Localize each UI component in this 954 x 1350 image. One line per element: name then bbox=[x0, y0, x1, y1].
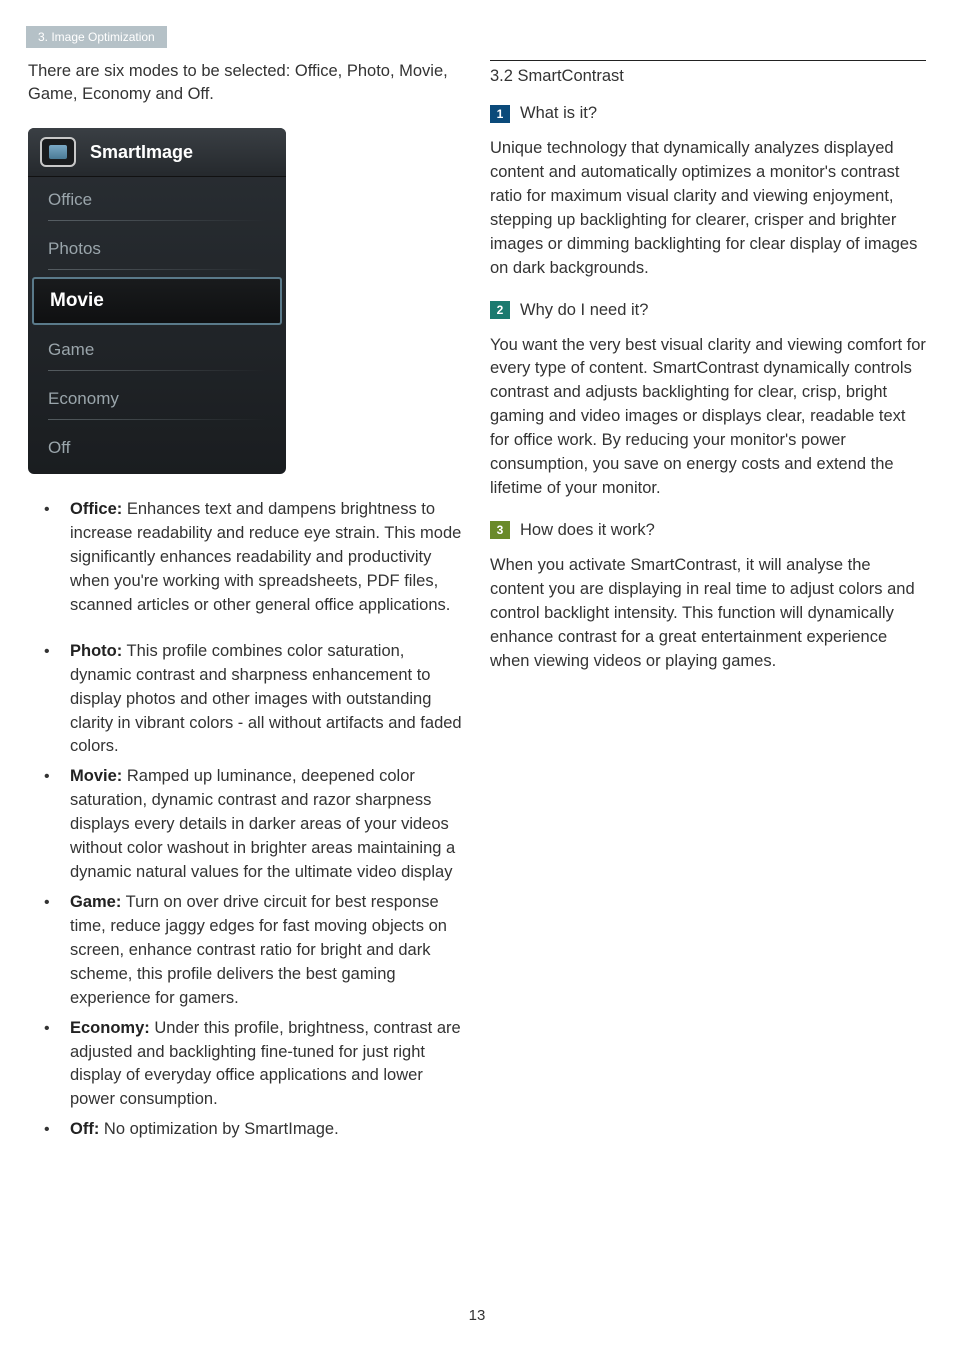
menu-divider bbox=[48, 468, 266, 469]
intro-text: There are six modes to be selected: Offi… bbox=[28, 60, 464, 106]
smartimage-menu: SmartImage Office Photos Movie Game Econ… bbox=[28, 128, 286, 474]
section-rule bbox=[490, 60, 926, 61]
bullet-text: Ramped up luminance, deepened color satu… bbox=[70, 767, 455, 881]
right-column: 3.2 SmartContrast 1 What is it? Unique t… bbox=[484, 60, 926, 1148]
menu-item-movie[interactable]: Movie bbox=[32, 277, 282, 325]
bullet-term: Off: bbox=[70, 1120, 99, 1138]
menu-title: SmartImage bbox=[90, 142, 193, 163]
bullet-text: Enhances text and dampens brightness to … bbox=[70, 500, 461, 614]
menu-divider bbox=[48, 269, 266, 270]
bullet-photo: Photo: This profile combines color satur… bbox=[28, 640, 464, 760]
bullet-term: Movie: bbox=[70, 767, 122, 785]
bullet-term: Office: bbox=[70, 500, 122, 518]
menu-item-label: Movie bbox=[50, 290, 104, 311]
menu-item-photos[interactable]: Photos bbox=[28, 226, 286, 275]
menu-item-label: Off bbox=[48, 438, 70, 457]
bullet-text: No optimization by SmartImage. bbox=[99, 1120, 338, 1138]
answer-2: You want the very best visual clarity an… bbox=[490, 334, 926, 501]
smartimage-icon-inner bbox=[49, 145, 67, 159]
question-heading-2: 2 Why do I need it? bbox=[490, 301, 926, 320]
menu-header: SmartImage bbox=[28, 128, 286, 177]
number-box-1: 1 bbox=[490, 105, 510, 123]
answer-3: When you activate SmartContrast, it will… bbox=[490, 554, 926, 674]
content-area: There are six modes to be selected: Offi… bbox=[28, 60, 926, 1148]
bullet-term: Economy: bbox=[70, 1019, 150, 1037]
bullet-text: This profile combines color saturation, … bbox=[70, 642, 462, 756]
menu-divider bbox=[48, 370, 266, 371]
bullet-game: Game: Turn on over drive circuit for bes… bbox=[28, 891, 464, 1011]
bullet-term: Game: bbox=[70, 893, 121, 911]
number-box-3: 3 bbox=[490, 521, 510, 539]
section-tab: 3. Image Optimization bbox=[26, 26, 167, 48]
question-heading-3: 3 How does it work? bbox=[490, 521, 926, 540]
bullet-term: Photo: bbox=[70, 642, 122, 660]
mode-descriptions: Office: Enhances text and dampens bright… bbox=[28, 498, 464, 1142]
question-title: Why do I need it? bbox=[520, 301, 648, 320]
number-box-2: 2 bbox=[490, 301, 510, 319]
page-number: 13 bbox=[0, 1307, 954, 1324]
bullet-off: Off: No optimization by SmartImage. bbox=[28, 1118, 464, 1142]
menu-item-label: Game bbox=[48, 340, 94, 359]
bullet-economy: Economy: Under this profile, brightness,… bbox=[28, 1017, 464, 1113]
menu-item-label: Economy bbox=[48, 389, 119, 408]
menu-item-label: Office bbox=[48, 190, 92, 209]
question-title: How does it work? bbox=[520, 521, 655, 540]
section-title: 3.2 SmartContrast bbox=[490, 67, 926, 86]
menu-item-label: Photos bbox=[48, 239, 101, 258]
bullet-movie: Movie: Ramped up luminance, deepened col… bbox=[28, 765, 464, 885]
answer-1: Unique technology that dynamically analy… bbox=[490, 137, 926, 281]
menu-divider bbox=[48, 220, 266, 221]
left-column: There are six modes to be selected: Offi… bbox=[28, 60, 464, 1148]
bullet-office: Office: Enhances text and dampens bright… bbox=[28, 498, 464, 618]
smartimage-icon bbox=[40, 137, 76, 167]
menu-item-office[interactable]: Office bbox=[28, 177, 286, 226]
question-title: What is it? bbox=[520, 104, 597, 123]
bullet-text: Turn on over drive circuit for best resp… bbox=[70, 893, 447, 1007]
menu-item-game[interactable]: Game bbox=[28, 327, 286, 376]
question-heading-1: 1 What is it? bbox=[490, 104, 926, 123]
menu-divider bbox=[48, 419, 266, 420]
menu-item-off[interactable]: Off bbox=[28, 425, 286, 474]
menu-item-economy[interactable]: Economy bbox=[28, 376, 286, 425]
